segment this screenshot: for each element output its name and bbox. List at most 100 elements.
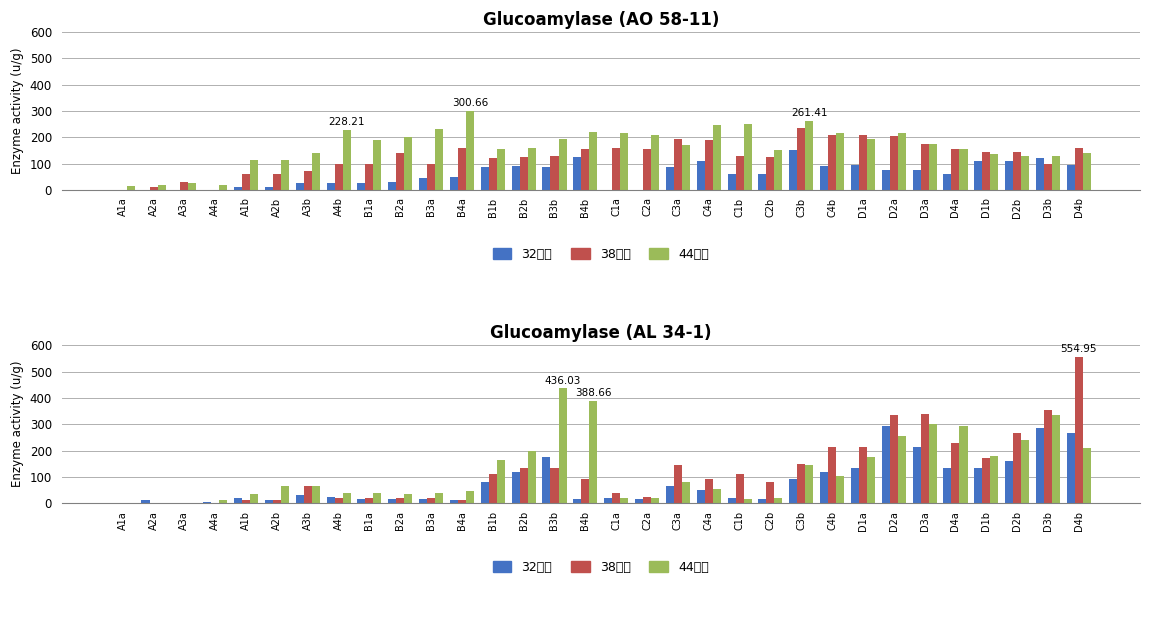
Bar xyxy=(388,182,396,190)
Bar xyxy=(450,177,458,190)
Bar xyxy=(489,158,497,190)
Bar xyxy=(519,468,527,503)
Y-axis label: Enzyme activity (u/g): Enzyme activity (u/g) xyxy=(12,361,24,487)
Bar xyxy=(573,157,581,190)
Bar xyxy=(806,121,814,190)
Text: 261.41: 261.41 xyxy=(791,108,828,119)
Bar xyxy=(466,491,474,503)
Bar xyxy=(898,134,906,190)
Bar xyxy=(396,153,404,190)
Bar xyxy=(343,130,351,190)
Bar xyxy=(990,155,998,190)
Bar xyxy=(673,138,681,190)
Bar xyxy=(929,424,937,503)
Bar xyxy=(759,174,767,190)
Bar xyxy=(712,125,721,190)
Bar xyxy=(1036,428,1044,503)
Legend: 32시간, 38시간, 44시간: 32시간, 38시간, 44시간 xyxy=(488,556,714,579)
Bar xyxy=(435,492,443,503)
Bar xyxy=(542,457,550,503)
Bar xyxy=(365,498,373,503)
Bar xyxy=(204,502,211,503)
Bar xyxy=(867,138,875,190)
Bar xyxy=(358,499,365,503)
Bar xyxy=(358,183,365,190)
Bar xyxy=(589,401,597,503)
Bar xyxy=(913,170,921,190)
Bar xyxy=(612,492,620,503)
Bar xyxy=(921,144,929,190)
Bar xyxy=(798,464,806,503)
Bar xyxy=(466,111,474,190)
Bar xyxy=(775,150,783,190)
Bar xyxy=(727,174,735,190)
Legend: 32시간, 38시간, 44시간: 32시간, 38시간, 44시간 xyxy=(488,243,714,266)
Bar xyxy=(396,498,404,503)
Bar xyxy=(620,498,628,503)
Bar xyxy=(1083,153,1091,190)
Bar xyxy=(519,157,527,190)
Bar xyxy=(550,156,558,190)
Bar xyxy=(304,486,312,503)
Bar xyxy=(1005,461,1013,503)
Bar xyxy=(373,492,381,503)
Bar xyxy=(404,494,412,503)
Bar xyxy=(836,134,844,190)
Bar xyxy=(882,170,890,190)
Bar xyxy=(704,479,712,503)
Bar xyxy=(373,140,381,190)
Bar xyxy=(512,471,519,503)
Bar xyxy=(150,187,158,190)
Bar xyxy=(960,149,968,190)
Bar xyxy=(581,479,589,503)
Bar xyxy=(890,415,898,503)
Bar xyxy=(836,476,844,503)
Bar xyxy=(404,137,412,190)
Title: Glucoamylase (AL 34-1): Glucoamylase (AL 34-1) xyxy=(490,324,711,342)
Bar xyxy=(527,450,535,503)
Bar xyxy=(704,140,712,190)
Bar xyxy=(960,425,968,503)
Bar xyxy=(219,501,227,503)
Bar xyxy=(304,171,312,190)
Bar xyxy=(497,460,505,503)
Bar xyxy=(542,168,550,190)
Bar xyxy=(898,436,906,503)
Bar xyxy=(1075,148,1083,190)
Bar xyxy=(273,174,281,190)
Bar xyxy=(1083,448,1091,503)
Bar xyxy=(497,149,505,190)
Bar xyxy=(296,495,304,503)
Bar xyxy=(974,468,982,503)
Bar xyxy=(250,494,258,503)
Bar xyxy=(696,161,704,190)
Bar xyxy=(1052,415,1060,503)
Bar xyxy=(944,468,952,503)
Bar xyxy=(419,178,427,190)
Bar xyxy=(481,482,489,503)
Text: 300.66: 300.66 xyxy=(452,98,488,108)
Bar xyxy=(890,136,898,190)
Bar xyxy=(727,498,735,503)
Bar xyxy=(242,501,250,503)
Bar xyxy=(665,486,673,503)
Bar xyxy=(673,465,681,503)
Bar xyxy=(944,174,952,190)
Bar xyxy=(558,389,566,503)
Bar xyxy=(573,499,581,503)
Bar xyxy=(296,183,304,190)
Bar xyxy=(828,135,836,190)
Bar xyxy=(181,182,189,190)
Bar xyxy=(820,166,828,190)
Bar xyxy=(643,149,651,190)
Bar xyxy=(1013,433,1021,503)
Bar xyxy=(312,153,320,190)
Bar xyxy=(242,174,250,190)
Bar xyxy=(550,468,558,503)
Text: 436.03: 436.03 xyxy=(544,376,581,386)
Bar xyxy=(859,135,867,190)
Bar xyxy=(643,497,651,503)
Bar xyxy=(665,168,673,190)
Bar xyxy=(589,132,597,190)
Bar xyxy=(219,184,227,190)
